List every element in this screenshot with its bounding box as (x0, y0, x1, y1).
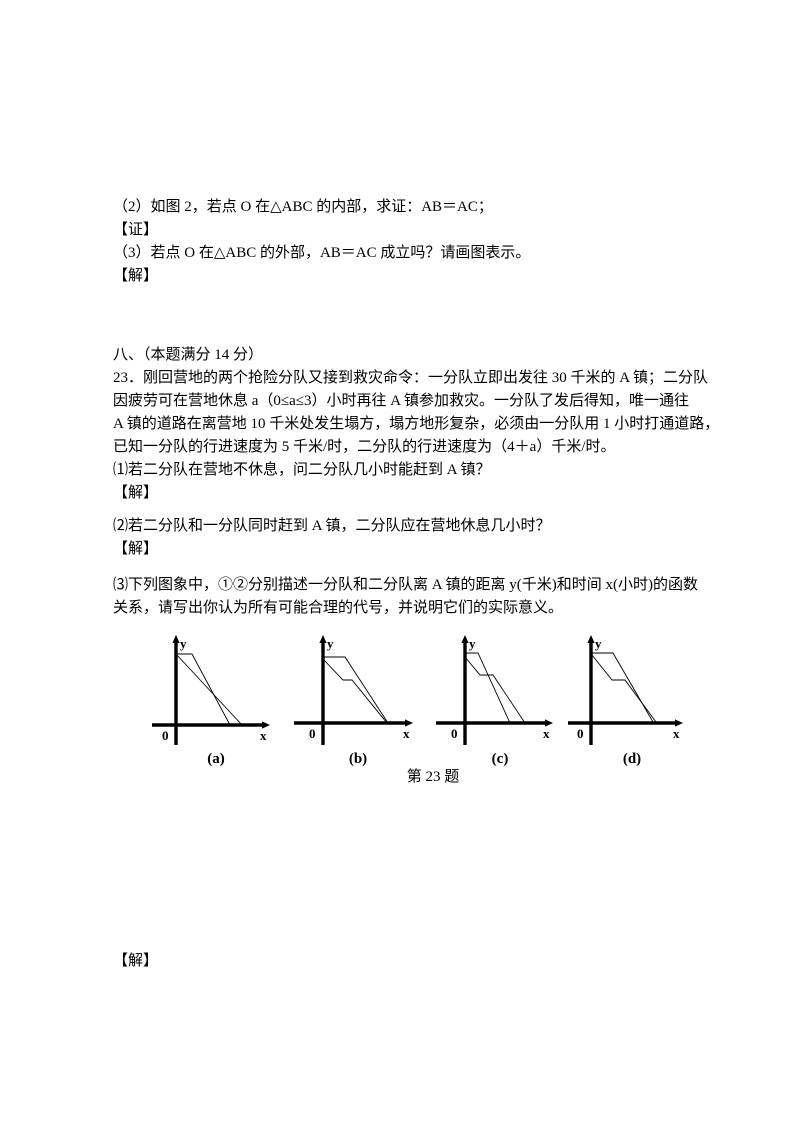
y-axis-arrow-icon (172, 635, 180, 643)
question-3-text: （3）若点 O 在△ABC 的外部，AB＝AC 成立吗？请画图表示。 (113, 245, 531, 261)
part-2-answer-label: 【解】 (113, 541, 159, 557)
problem-23-line: A 镇的道路在离营地 10 千米处发生塌方，塌方地形复杂，必须由一分队用 1 小… (113, 416, 720, 432)
graph-panel-d: y x 0 (d) (566, 633, 698, 768)
geometry-question-block: （2）如图 2，若点 O 在△ABC 的内部，求证：AB＝AC； 【证】 （3）… (113, 196, 530, 288)
answer-label: 【解】 (113, 268, 159, 284)
figure-caption: 第 23 题 (406, 769, 460, 785)
curve-2-descent-mid-pause-descent (464, 656, 526, 724)
y-axis-label: y (469, 636, 476, 651)
curve-2-descent-mid-pause-descent (591, 654, 657, 723)
graph-label-b: (b) (348, 751, 368, 767)
function-graphs-row: y x 0 (a) y x 0 (b) y x 0 (c) y x 0 (d) (0, 633, 794, 773)
graph-label-d: (d) (622, 751, 642, 767)
x-axis-label: x (403, 726, 410, 741)
x-axis-label: x (543, 726, 550, 741)
part-1-question: ⑴若二分队在营地不休息，问二分队几小时能赶到 A 镇？ (113, 462, 491, 478)
section-heading: 八、（本题满分 14 分） (113, 347, 264, 363)
graph-label-c: (c) (491, 751, 509, 767)
x-axis-label: x (260, 728, 267, 743)
graph-svg: y x 0 (436, 635, 553, 745)
part-2-block: ⑵若二分队和一分队同时赶到 A 镇，二分队应在营地休息几小时？ 【解】 (113, 515, 551, 561)
y-axis-arrow-icon (587, 635, 595, 643)
origin-label: 0 (162, 728, 169, 743)
graph-panel-a: y x 0 (a) (150, 633, 282, 768)
problem-23-line: 23．刚回营地的两个抢险分队又接到救灾命令：一分队立即出发往 30 千米的 A … (113, 370, 709, 386)
y-axis-label: y (327, 636, 334, 651)
part-3-question-line: ⑶下列图象中，①②分别描述一分队和二分队离 A 镇的距离 y(千米)和时间 x(… (113, 577, 698, 593)
origin-label: 0 (309, 726, 316, 741)
part-3-block: ⑶下列图象中，①②分别描述一分队和二分队离 A 镇的距离 y(千米)和时间 x(… (113, 574, 698, 620)
part-3-question-line: 关系，请写出你认为所有可能合理的代号，并说明它们的实际意义。 (113, 600, 564, 616)
curve-1-top-pause-then-descent (592, 652, 654, 723)
final-answer-label: 【解】 (113, 953, 159, 969)
graph-panel-c: y x 0 (c) (434, 633, 566, 768)
part-2-question: ⑵若二分队和一分队同时赶到 A 镇，二分队应在营地休息几小时？ (113, 518, 551, 534)
y-axis-arrow-icon (319, 635, 327, 643)
graph-label-a: (a) (207, 751, 225, 767)
x-axis-arrow-icon (405, 719, 413, 727)
proof-label: 【证】 (113, 222, 159, 238)
curve-2-descent-mid-pause-descent (322, 658, 388, 724)
x-axis-arrow-icon (262, 721, 270, 729)
graph-panel-b: y x 0 (b) (292, 633, 424, 768)
curve-1-top-pause-then-descent (323, 656, 389, 724)
graph-svg: y x 0 (568, 635, 683, 745)
graph-svg: y x 0 (294, 635, 413, 745)
graph-svg: y x 0 (152, 635, 270, 745)
problem-23-line: 已知一分队的行进速度为 5 千米/时，二分队的行进速度为（4＋a）千米/时。 (113, 439, 616, 455)
part-1-answer-label: 【解】 (113, 485, 159, 501)
problem-23-line: 因疲劳可在营地休息 a（0≤a≤3）小时再往 A 镇参加救灾。一分队了发后得知，… (113, 393, 690, 409)
curve-2-pause-then-steeper-descent (176, 653, 231, 726)
y-axis-label: y (180, 636, 187, 651)
y-axis-arrow-icon (461, 635, 469, 643)
x-axis-arrow-icon (675, 719, 683, 727)
section-eight-block: 八、（本题满分 14 分） 23．刚回营地的两个抢险分队又接到救灾命令：一分队立… (113, 344, 719, 505)
origin-label: 0 (451, 726, 458, 741)
y-axis-label: y (595, 636, 602, 651)
curve-1-top-pause-steep-descent (465, 652, 511, 724)
x-axis-arrow-icon (545, 719, 553, 727)
curve-1-straight-descent (175, 653, 243, 726)
x-axis-label: x (673, 726, 680, 741)
origin-label: 0 (577, 726, 584, 741)
question-2-text: （2）如图 2，若点 O 在△ABC 的内部，求证：AB＝AC； (113, 199, 493, 215)
